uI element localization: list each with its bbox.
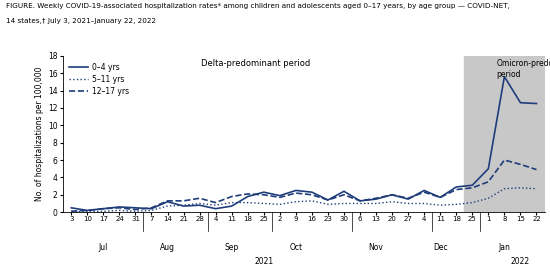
Text: 2022: 2022 xyxy=(511,257,530,266)
Text: Jul: Jul xyxy=(98,243,108,252)
Legend: 0–4 yrs, 5–11 yrs, 12–17 yrs: 0–4 yrs, 5–11 yrs, 12–17 yrs xyxy=(67,61,130,97)
Text: Nov: Nov xyxy=(368,243,383,252)
Bar xyxy=(464,56,544,212)
Text: 14 states,† July 3, 2021–January 22, 2022: 14 states,† July 3, 2021–January 22, 202… xyxy=(6,18,156,24)
Y-axis label: No. of hospitalizations per 100,000: No. of hospitalizations per 100,000 xyxy=(35,67,44,201)
Text: Sep: Sep xyxy=(224,243,239,252)
Text: Oct: Oct xyxy=(289,243,302,252)
Text: Dec: Dec xyxy=(433,243,448,252)
Text: Aug: Aug xyxy=(160,243,175,252)
Text: 2021: 2021 xyxy=(254,257,273,266)
Text: Delta-predominant period: Delta-predominant period xyxy=(201,59,310,68)
Text: FIGURE. Weekly COVID-19-associated hospitalization rates* among children and ado: FIGURE. Weekly COVID-19-associated hospi… xyxy=(6,3,509,9)
Text: Omicron-predominant
period: Omicron-predominant period xyxy=(496,59,550,79)
Text: Jan: Jan xyxy=(498,243,510,252)
